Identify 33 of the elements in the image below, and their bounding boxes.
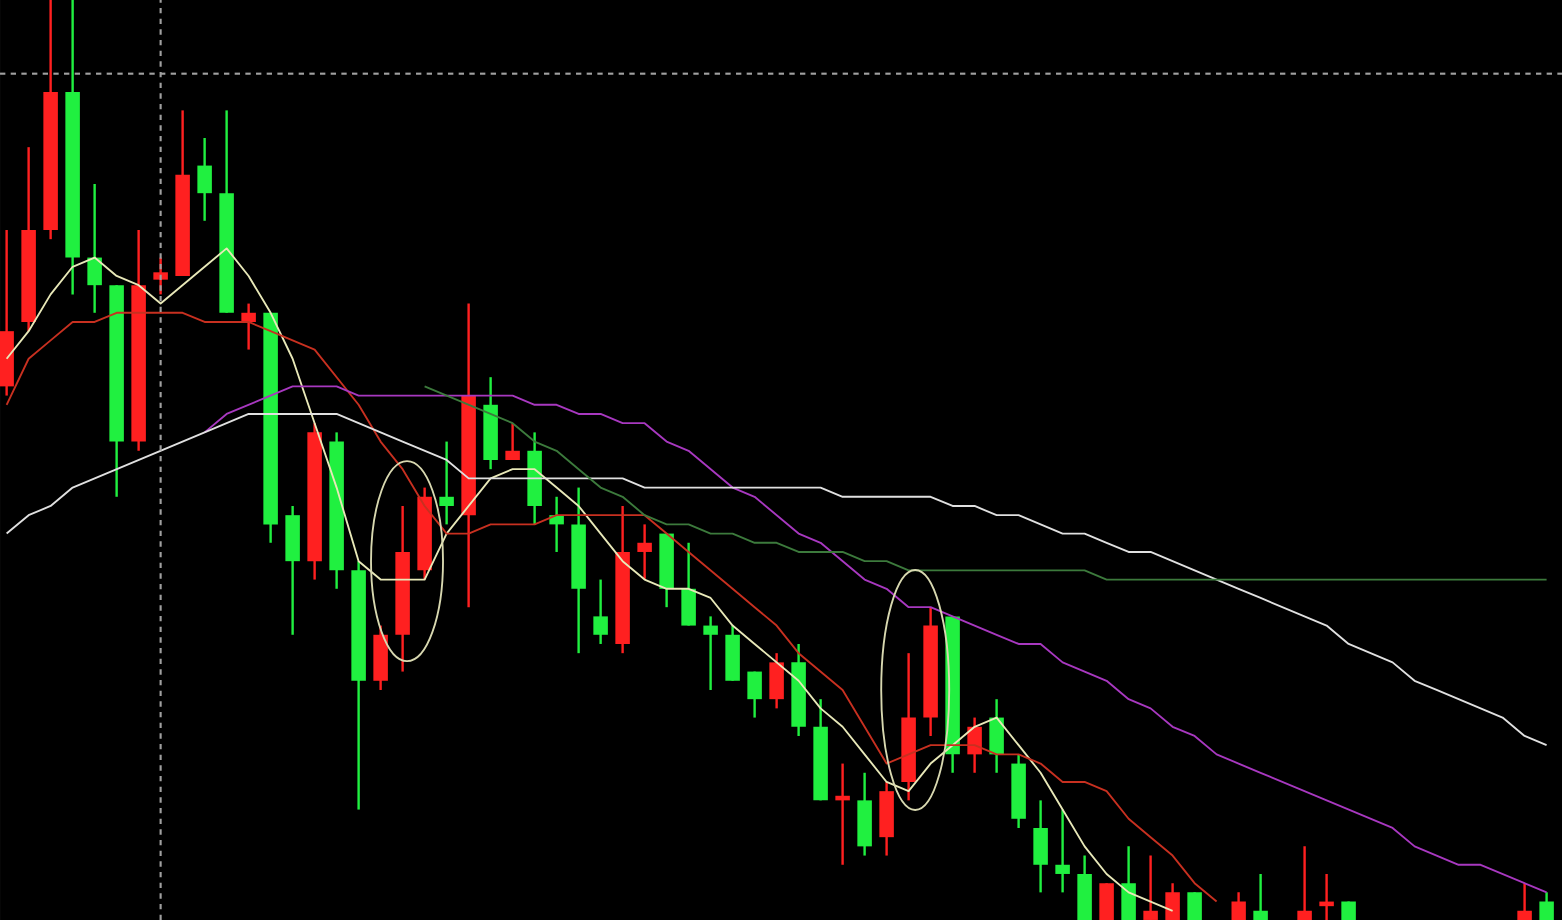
candlestick	[1231, 891, 1246, 920]
candlestick	[1121, 845, 1136, 920]
candlestick	[1143, 854, 1158, 920]
candlestick	[1517, 881, 1532, 920]
candlestick	[1055, 808, 1070, 894]
candlestick	[1187, 891, 1202, 920]
candlestick	[285, 504, 300, 636]
candlestick	[703, 615, 718, 692]
candlestick	[1077, 854, 1092, 920]
candlestick	[879, 780, 894, 857]
candlestick	[747, 670, 762, 719]
candlestick	[857, 771, 872, 857]
candlestick	[637, 523, 652, 581]
candlestick	[373, 624, 388, 692]
candlestick	[1099, 881, 1114, 920]
candlestick	[241, 302, 256, 351]
candlestick	[505, 421, 520, 462]
candlestick	[1165, 881, 1180, 920]
candlestick	[1319, 872, 1334, 920]
candlestick	[153, 256, 168, 296]
candlestick	[439, 440, 454, 526]
candlestick	[593, 578, 608, 646]
candlestick	[1253, 872, 1268, 920]
candlestick	[1033, 799, 1048, 894]
candlestick	[681, 541, 696, 627]
candlestick	[989, 697, 1004, 774]
candlestick	[725, 624, 740, 682]
candlestick	[769, 651, 784, 710]
candlestick	[197, 136, 212, 222]
candlestick	[1297, 845, 1312, 920]
candlestick	[1539, 891, 1554, 920]
candlestick	[835, 762, 850, 866]
candlestick	[87, 182, 102, 314]
